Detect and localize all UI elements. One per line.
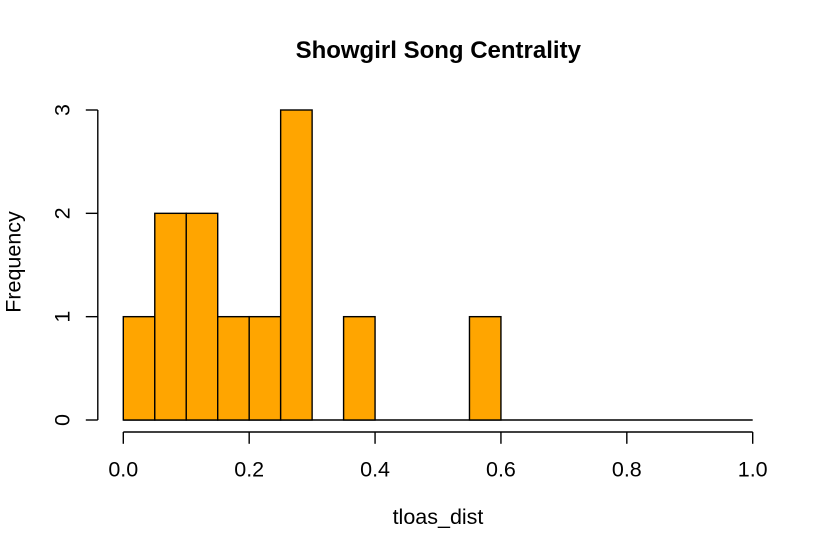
svg-text:0.0: 0.0 — [108, 458, 138, 482]
svg-text:2: 2 — [50, 207, 74, 219]
svg-text:1.0: 1.0 — [738, 458, 768, 482]
svg-text:3: 3 — [50, 104, 74, 116]
svg-text:tloas_dist: tloas_dist — [393, 505, 484, 529]
svg-text:0.4: 0.4 — [360, 458, 390, 482]
svg-text:Frequency: Frequency — [2, 211, 26, 313]
svg-text:Showgirl Song Centrality: Showgirl Song Centrality — [296, 37, 582, 64]
svg-text:1: 1 — [50, 311, 74, 323]
svg-text:0: 0 — [50, 414, 74, 426]
svg-text:0.2: 0.2 — [234, 458, 264, 482]
svg-text:0.6: 0.6 — [486, 458, 516, 482]
svg-text:0.8: 0.8 — [612, 458, 642, 482]
